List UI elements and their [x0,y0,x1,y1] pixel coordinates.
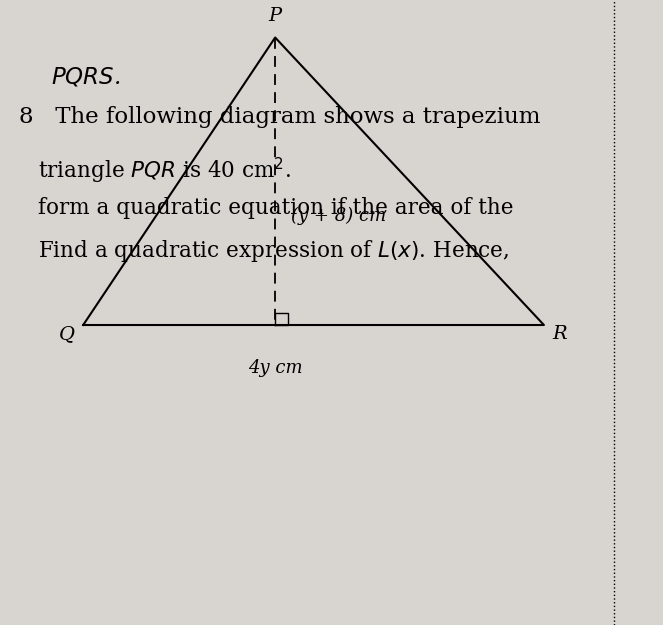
Text: 8   The following diagram shows a trapezium: 8 The following diagram shows a trapeziu… [19,106,541,128]
Text: R: R [552,326,568,343]
Text: Q: Q [59,326,75,343]
Text: 4y cm: 4y cm [248,359,302,378]
Text: $PQRS$.: $PQRS$. [51,66,121,89]
Text: form a quadratic equation if the area of the: form a quadratic equation if the area of… [38,197,514,219]
Text: P: P [269,7,282,24]
Text: Find a quadratic expression of $L(x)$. Hence,: Find a quadratic expression of $L(x)$. H… [38,238,510,264]
Text: triangle $PQR$ is 40 cm$^2$.: triangle $PQR$ is 40 cm$^2$. [38,156,291,186]
Text: (y + 8) cm: (y + 8) cm [291,206,387,225]
